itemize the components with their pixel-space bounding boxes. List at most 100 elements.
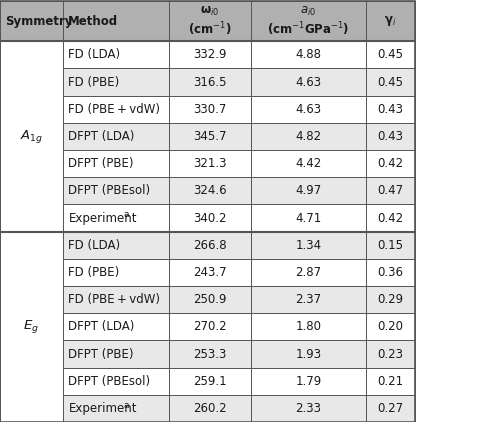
Bar <box>251 1 366 41</box>
Text: 0.36: 0.36 <box>377 266 403 279</box>
Bar <box>169 341 251 368</box>
Bar <box>366 286 415 313</box>
Text: DFPT (PBE): DFPT (PBE) <box>68 157 134 170</box>
Bar <box>63 368 169 395</box>
Bar <box>251 41 366 68</box>
Text: 0.45: 0.45 <box>377 76 403 89</box>
Text: 4.71: 4.71 <box>295 211 321 225</box>
Bar <box>251 395 366 422</box>
Bar <box>63 395 169 422</box>
Bar <box>169 177 251 204</box>
Bar <box>251 204 366 232</box>
Bar <box>251 286 366 313</box>
Text: $E_g$: $E_g$ <box>24 318 39 335</box>
Text: 0.45: 0.45 <box>377 49 403 61</box>
Bar <box>366 150 415 177</box>
Text: Experiment: Experiment <box>68 211 137 225</box>
Text: 1.34: 1.34 <box>295 239 321 252</box>
Bar <box>63 259 169 286</box>
Text: Experiment: Experiment <box>68 402 137 415</box>
Bar <box>63 286 169 313</box>
Text: FD (LDA): FD (LDA) <box>68 239 120 252</box>
Bar <box>251 313 366 341</box>
Bar <box>169 204 251 232</box>
Text: 316.5: 316.5 <box>193 76 227 89</box>
Text: 0.27: 0.27 <box>377 402 403 415</box>
Bar <box>251 68 366 96</box>
Text: DFPT (LDA): DFPT (LDA) <box>68 320 135 333</box>
Bar <box>169 150 251 177</box>
Text: 243.7: 243.7 <box>193 266 227 279</box>
Bar <box>169 96 251 123</box>
Bar <box>169 232 251 259</box>
Bar <box>169 368 251 395</box>
Bar <box>63 341 169 368</box>
Text: a: a <box>124 210 129 219</box>
Text: 330.7: 330.7 <box>193 103 227 116</box>
Bar <box>63 313 169 341</box>
Bar <box>366 41 415 68</box>
Bar <box>251 123 366 150</box>
Text: 0.43: 0.43 <box>377 103 403 116</box>
Bar <box>251 259 366 286</box>
Bar <box>366 313 415 341</box>
Bar <box>63 68 169 96</box>
Text: 2.33: 2.33 <box>295 402 321 415</box>
Text: 0.21: 0.21 <box>377 375 403 388</box>
Text: 0.15: 0.15 <box>377 239 403 252</box>
Bar <box>366 68 415 96</box>
Bar <box>169 41 251 68</box>
Bar <box>63 123 169 150</box>
Bar <box>63 232 169 259</box>
Bar <box>366 123 415 150</box>
Bar <box>63 204 169 232</box>
Text: 345.7: 345.7 <box>193 130 227 143</box>
Text: 1.93: 1.93 <box>295 347 321 360</box>
Bar <box>366 1 415 41</box>
Bar <box>366 177 415 204</box>
Text: 0.20: 0.20 <box>377 320 403 333</box>
Text: DFPT (PBEsol): DFPT (PBEsol) <box>68 375 150 388</box>
Text: 4.88: 4.88 <box>295 49 321 61</box>
Text: Method: Method <box>67 15 118 28</box>
Text: $a_{i0}$
(cm$^{-1}$GPa$^{-1}$): $a_{i0}$ (cm$^{-1}$GPa$^{-1}$) <box>268 5 349 38</box>
Bar <box>251 368 366 395</box>
Text: 270.2: 270.2 <box>193 320 227 333</box>
Text: 2.37: 2.37 <box>295 293 321 306</box>
Text: 260.2: 260.2 <box>193 402 227 415</box>
Bar <box>251 341 366 368</box>
Bar <box>63 177 169 204</box>
Bar <box>169 1 251 41</box>
Text: 0.43: 0.43 <box>377 130 403 143</box>
Bar <box>169 395 251 422</box>
Text: 266.8: 266.8 <box>193 239 227 252</box>
Bar <box>169 286 251 313</box>
Text: 4.97: 4.97 <box>295 184 321 197</box>
Text: FD (PBE + vdW): FD (PBE + vdW) <box>68 103 161 116</box>
Bar <box>251 96 366 123</box>
Text: 0.29: 0.29 <box>377 293 403 306</box>
Bar <box>366 395 415 422</box>
Text: 253.3: 253.3 <box>193 347 227 360</box>
Text: FD (LDA): FD (LDA) <box>68 49 120 61</box>
Bar <box>169 123 251 150</box>
Text: 4.42: 4.42 <box>295 157 321 170</box>
Bar <box>366 368 415 395</box>
Text: 0.42: 0.42 <box>377 157 403 170</box>
Bar <box>0 232 63 422</box>
Text: 321.3: 321.3 <box>193 157 227 170</box>
Bar <box>0 1 63 41</box>
Text: 4.82: 4.82 <box>295 130 321 143</box>
Text: 1.79: 1.79 <box>295 375 321 388</box>
Text: 2.87: 2.87 <box>295 266 321 279</box>
Text: γ$_i$: γ$_i$ <box>384 14 397 28</box>
Bar <box>366 232 415 259</box>
Bar <box>251 150 366 177</box>
Bar <box>63 96 169 123</box>
Text: 0.42: 0.42 <box>377 211 403 225</box>
Bar <box>169 313 251 341</box>
Text: $A_{1g}$: $A_{1g}$ <box>20 128 43 145</box>
Text: DFPT (PBEsol): DFPT (PBEsol) <box>68 184 150 197</box>
Bar <box>0 1 415 422</box>
Bar <box>63 150 169 177</box>
